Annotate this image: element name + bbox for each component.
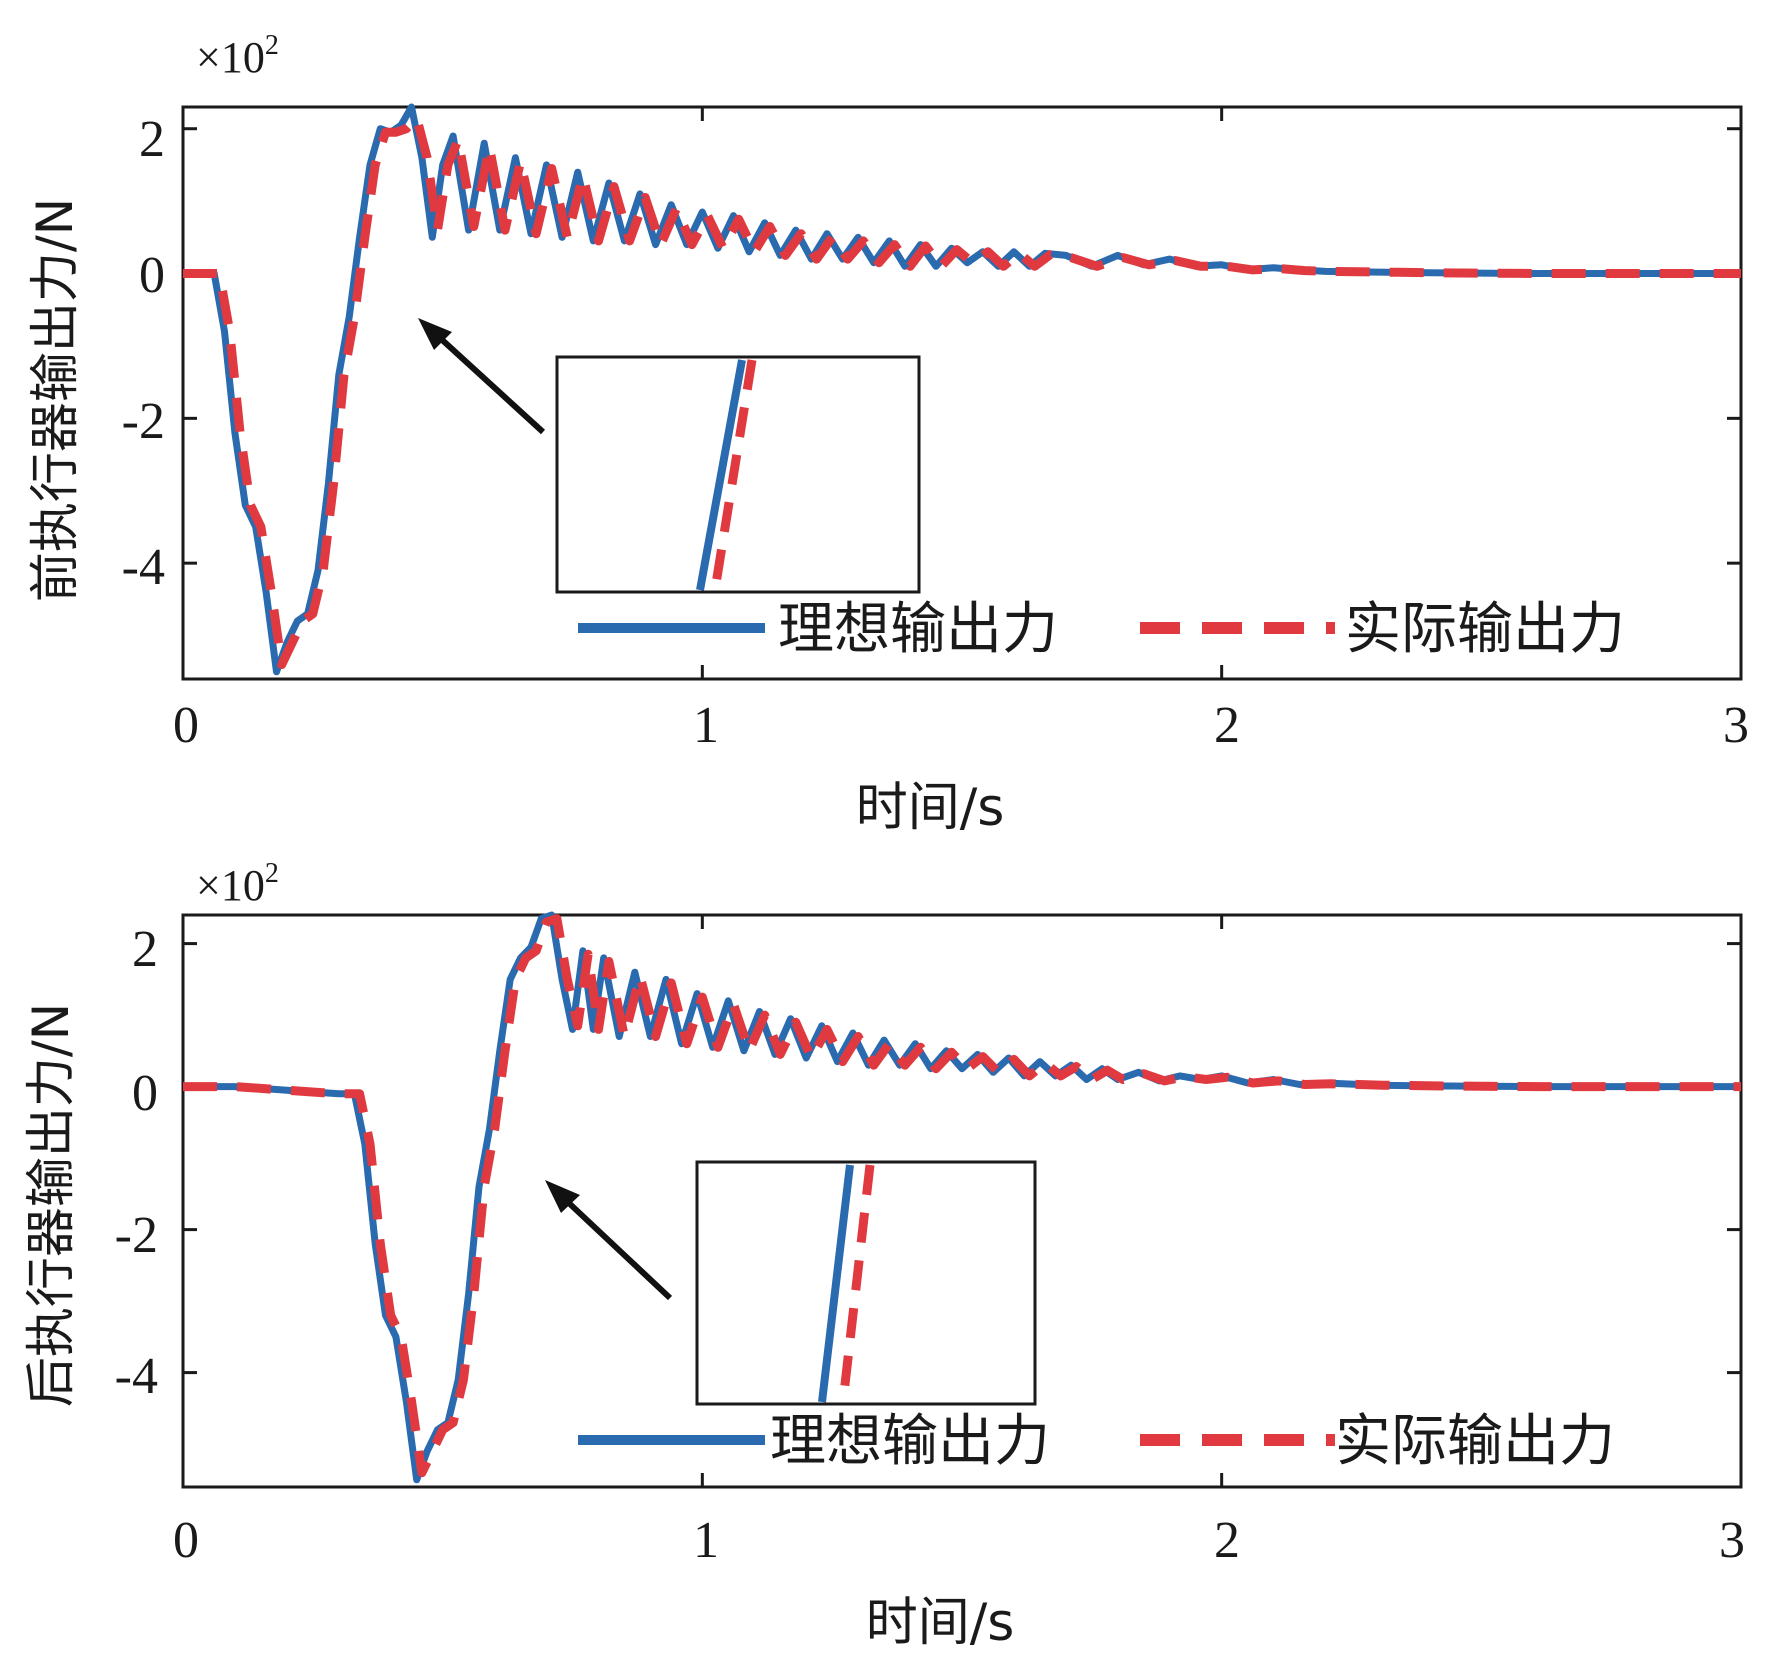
inset-actual-line: [838, 1164, 875, 1403]
legend-front: 理想输出力 实际输出力: [578, 597, 1625, 662]
arrow-shaft: [552, 1187, 673, 1301]
xtick-label: 1: [693, 1512, 719, 1569]
inset-ideal-line: [696, 359, 746, 591]
inset-zoom-front: [555, 355, 921, 594]
legend-rear: 理想输出力 实际输出力: [578, 1409, 1615, 1474]
chart-front: 2 0 -2 -4 0 1 2 3 ×102 时间/s 前执行器输出力/N 理想…: [26, 30, 1749, 838]
y-axis-label: 前执行器输出力/N: [26, 198, 84, 602]
plot-frame-front: [181, 105, 1743, 681]
legend-ideal-label: 理想输出力: [770, 1409, 1050, 1474]
y-multiplier: ×102: [196, 30, 279, 82]
xtick-label: 0: [173, 697, 199, 754]
zoom-arrow-rear: [545, 1180, 673, 1301]
ytick-label: 2: [139, 111, 165, 168]
series-lines-front: [183, 103, 1741, 676]
x-axis-label: 时间/s: [856, 778, 1005, 838]
inset-ideal-line: [818, 1164, 854, 1403]
inset-actual-line: [710, 359, 757, 591]
xtick-label: 1: [693, 697, 719, 754]
series-line-actual: [183, 113, 1741, 669]
ytick-label: 0: [132, 1065, 158, 1122]
y-axis-label: 后执行器输出力/N: [22, 1003, 80, 1407]
ytick-label: -4: [122, 539, 165, 596]
series-line-actual: [183, 914, 1741, 1478]
y-multiplier: ×102: [196, 858, 279, 910]
xtick-label: 2: [1214, 1512, 1240, 1569]
arrow-shaft: [425, 324, 546, 435]
inset-frame: [695, 1160, 1037, 1406]
ytick-label: -4: [115, 1348, 158, 1405]
series-lines-rear: [183, 911, 1741, 1484]
inset-zoom-rear: [695, 1160, 1037, 1406]
series-line-ideal: [183, 103, 1741, 676]
legend-actual-label: 实际输出力: [1345, 597, 1625, 662]
ytick-label: -2: [122, 393, 165, 450]
arrow-head: [545, 1180, 580, 1213]
ytick-label: 0: [139, 247, 165, 304]
x-axis-label: 时间/s: [866, 1593, 1015, 1653]
ytick-label: 2: [132, 921, 158, 978]
legend-ideal-label: 理想输出力: [778, 597, 1058, 662]
xtick-label: 3: [1719, 1512, 1745, 1569]
chart-rear: 2 0 -2 -4 0 1 2 3 ×102 时间/s 后执行器输出力/N 理想…: [22, 858, 1745, 1653]
xtick-label: 2: [1214, 697, 1240, 754]
arrow-head: [418, 318, 452, 350]
ytick-label: -2: [115, 1207, 158, 1264]
zoom-arrow-front: [418, 318, 546, 435]
legend-actual-label: 实际输出力: [1335, 1409, 1615, 1474]
xtick-label: 0: [173, 1512, 199, 1569]
xtick-label: 3: [1723, 697, 1749, 754]
